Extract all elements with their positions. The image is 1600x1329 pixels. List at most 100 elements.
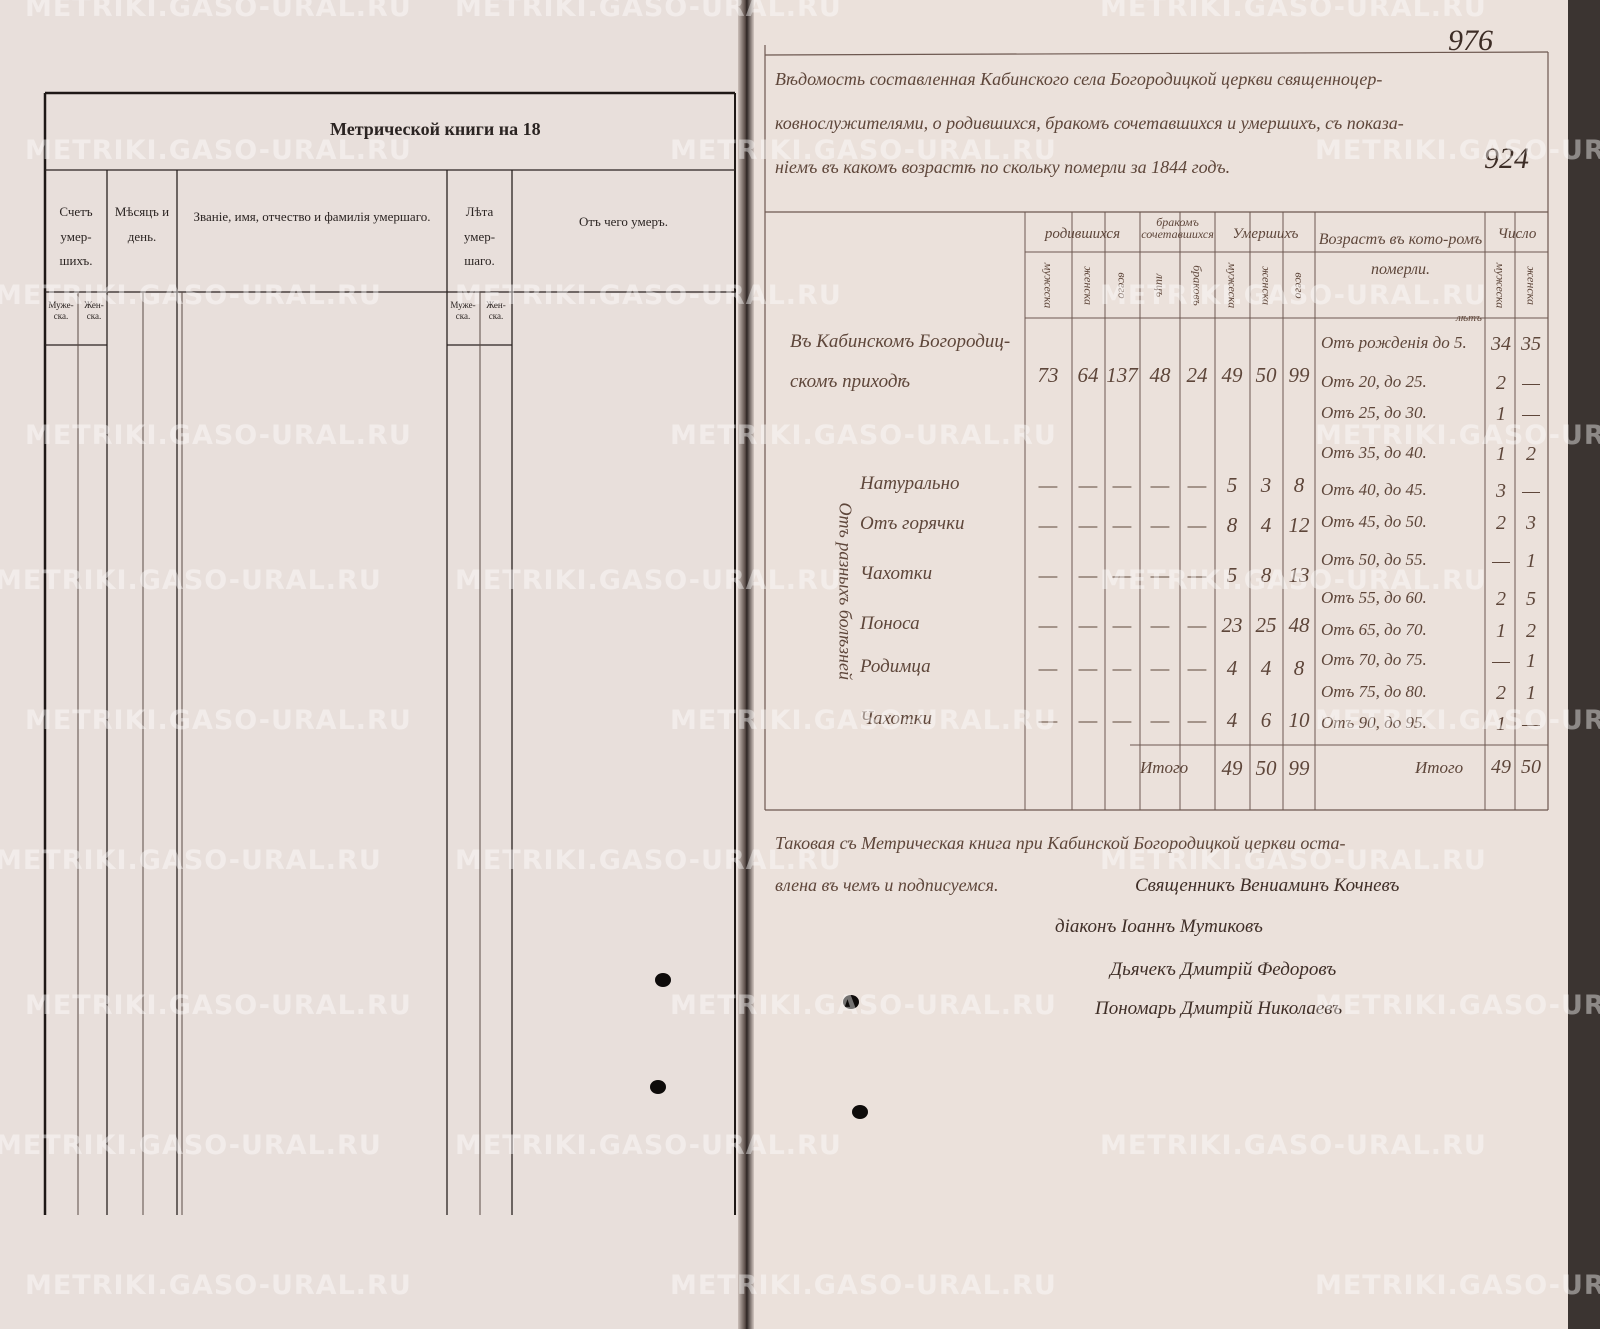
age-count: 1 [1496, 403, 1506, 425]
cause-value: — [1078, 473, 1098, 497]
age-total: 49 [1491, 756, 1511, 778]
signature: Священникъ Вениаминъ Кочневъ [1135, 875, 1400, 896]
subcolumn-header: женска [1259, 266, 1274, 305]
cause-value: 4 [1226, 656, 1238, 680]
age-count: 3 [1526, 512, 1536, 534]
cause-value: — [1038, 473, 1058, 497]
cause-value: 4 [1260, 513, 1272, 537]
age-label: Отъ 25, до 30. [1321, 403, 1427, 422]
cause-value: — [1150, 563, 1170, 587]
subcolumn-header: мужеска [1225, 262, 1240, 309]
form-title: Метрической книги на 18 [330, 119, 541, 139]
cause-value: — [1078, 708, 1098, 732]
parish-value: 49 [1221, 363, 1243, 387]
age-count: — [1522, 372, 1540, 394]
age-count: 1 [1496, 713, 1506, 735]
cause-value: — [1187, 656, 1207, 680]
group-header: Умершихъ [1232, 226, 1299, 242]
cause-value: — [1150, 708, 1170, 732]
column-header: Отъ чего умеръ. [579, 214, 668, 229]
age-count: 2 [1526, 620, 1536, 642]
column-header: Мѣсяцъ и день. [114, 204, 170, 244]
page-number-old: 924 [1484, 142, 1529, 175]
subcolumn-header: Муже-ска. [48, 300, 74, 322]
cause-value: 23 [1221, 613, 1243, 637]
group-header: бракомъ сочетавшихся [1141, 215, 1214, 241]
age-unit: лѣтъ [1456, 312, 1482, 324]
group-header: родившихся [1044, 226, 1121, 242]
age-label: Отъ 75, до 80. [1321, 682, 1427, 701]
age-count: — [1492, 550, 1510, 572]
parish-value: 64 [1077, 363, 1099, 387]
age-count: 1 [1526, 682, 1536, 704]
cause-value: — [1112, 473, 1132, 497]
cause-value: — [1187, 513, 1207, 537]
cause-label: Чахотки [860, 563, 933, 584]
age-count: 2 [1496, 682, 1506, 704]
cause-value: — [1112, 613, 1132, 637]
total-value: 49 [1221, 756, 1243, 780]
cause-value: — [1038, 656, 1058, 680]
age-count: 1 [1526, 650, 1536, 672]
age-label: Отъ 70, до 75. [1321, 650, 1427, 669]
age-label: Отъ 40, до 45. [1321, 480, 1427, 499]
age-count: 1 [1496, 620, 1506, 642]
age-count: 1 [1526, 550, 1536, 572]
age-label: Отъ 20, до 25. [1321, 372, 1427, 391]
cause-value: — [1150, 656, 1170, 680]
cause-value: — [1112, 708, 1132, 732]
cause-value: — [1078, 513, 1098, 537]
total-value: 50 [1255, 756, 1277, 780]
age-count: 2 [1496, 512, 1506, 534]
age-label: Отъ рожденія до 5. [1321, 333, 1467, 352]
age-label: Отъ 45, до 50. [1321, 512, 1427, 531]
signature: Пономарь Дмитрій Николаевъ [1095, 998, 1343, 1019]
parish-value: 50 [1255, 363, 1277, 387]
cause-value: — [1038, 708, 1058, 732]
cause-value: — [1150, 513, 1170, 537]
parish-label: скомъ приходѣ [790, 371, 911, 392]
footer-line: влена въ чемъ и подписуемся. [775, 875, 999, 895]
age-label: Отъ 90, до 95. [1321, 713, 1427, 732]
age-count: 2 [1496, 372, 1506, 394]
cause-value: — [1038, 563, 1058, 587]
subcolumn-header: всего [1292, 272, 1307, 299]
subcolumn-header: браковъ [1190, 265, 1205, 306]
parish-label: Въ Кабинскомъ Богородиц- [790, 331, 1011, 352]
cause-value: — [1187, 473, 1207, 497]
heading-line: ніемъ въ какомъ возрастѣ по скольку поме… [775, 157, 1231, 177]
total-label: Итого [1140, 758, 1189, 777]
total-value: 99 [1288, 756, 1310, 780]
subcolumn-header: мужеска [1493, 262, 1508, 309]
age-count: 3 [1496, 480, 1506, 502]
cause-value: 5 [1226, 563, 1238, 587]
cause-value: 8 [1293, 473, 1305, 497]
age-count: 2 [1526, 443, 1536, 465]
cause-value: 4 [1260, 656, 1272, 680]
cause-value: 6 [1260, 708, 1272, 732]
age-count: 35 [1521, 333, 1541, 355]
cause-value: — [1150, 613, 1170, 637]
age-count: — [1522, 713, 1540, 735]
parish-value: 137 [1106, 363, 1138, 387]
group-header: Возрастъ въ кото-ромъ померли. [1318, 231, 1483, 279]
subcolumn-header: женска [1524, 266, 1539, 305]
left-page [0, 0, 742, 1329]
cause-label: Родимца [860, 656, 931, 677]
cause-value: 10 [1288, 708, 1310, 732]
subcolumn-header: мужеска [1041, 262, 1056, 309]
age-count: — [1522, 403, 1540, 425]
cause-label: Поноса [860, 613, 920, 634]
total-label: Итого [1415, 758, 1464, 777]
subcolumn-header: женска [1081, 266, 1096, 305]
parish-value: 24 [1186, 363, 1208, 387]
age-label: Отъ 65, до 70. [1321, 620, 1427, 639]
subcolumn-header: Жен-ска. [84, 300, 104, 322]
cause-value: 8 [1293, 656, 1305, 680]
cause-label: Отъ горячки [860, 513, 965, 534]
cause-value: — [1112, 513, 1132, 537]
footer-line: Таковая съ Метрическая книга при Кабинск… [775, 833, 1346, 853]
cause-value: 12 [1288, 513, 1310, 537]
